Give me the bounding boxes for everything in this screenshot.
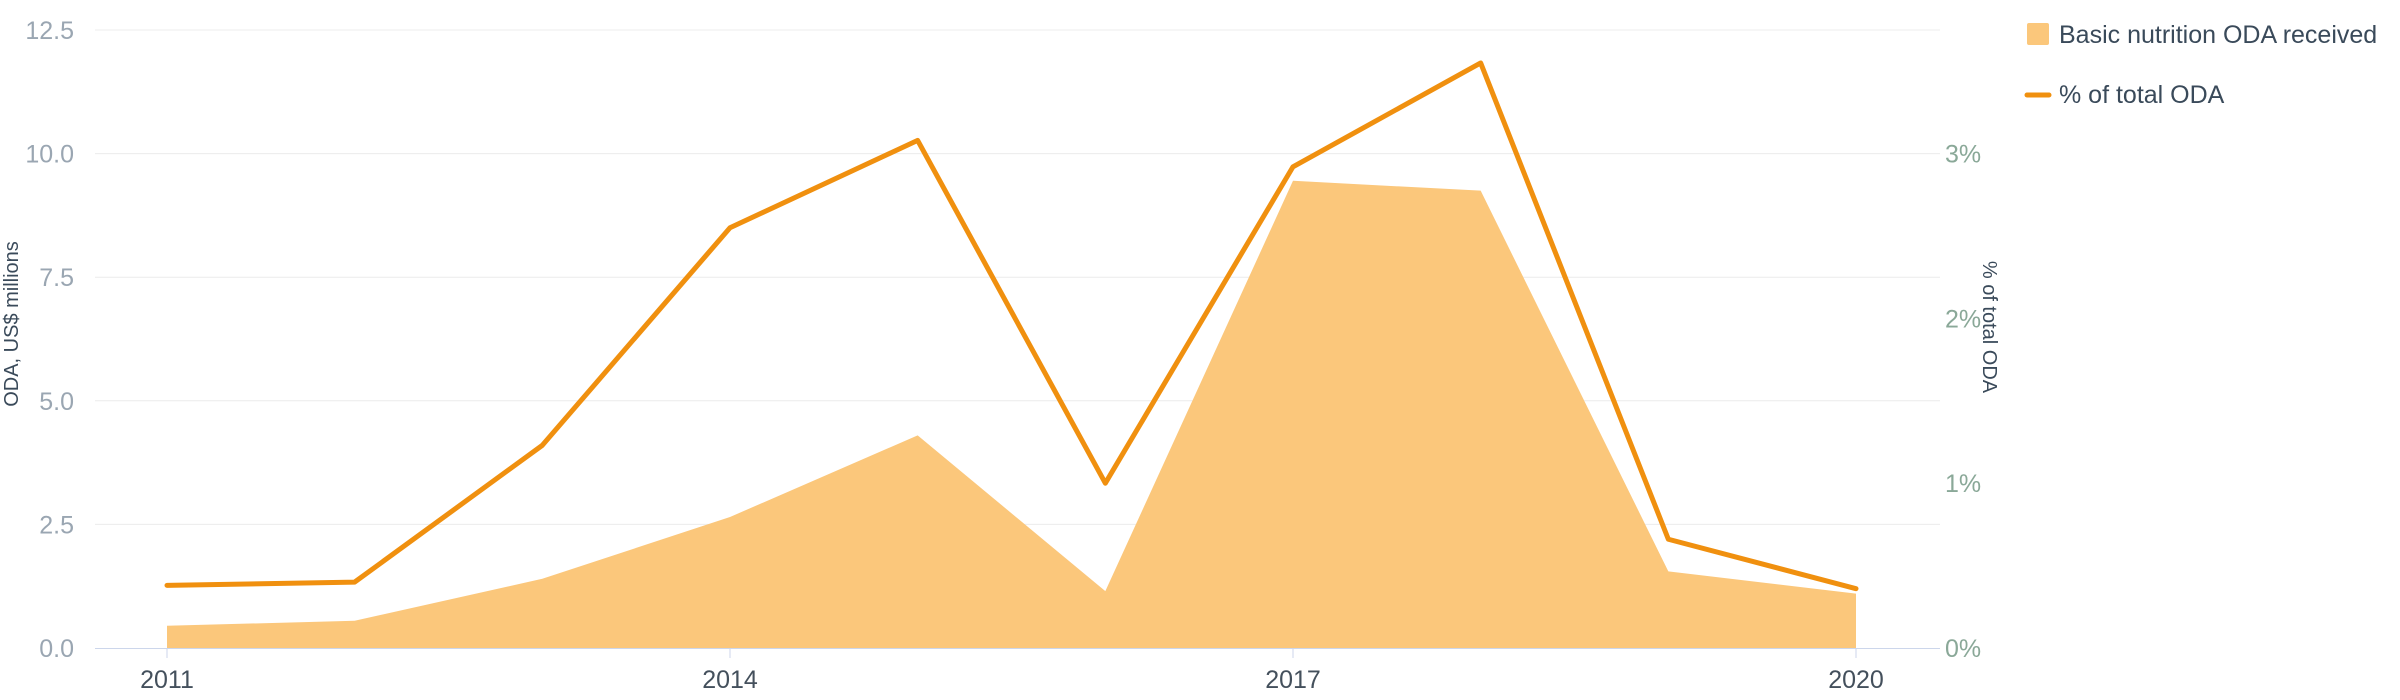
- x-tick-label: 2017: [1265, 666, 1321, 694]
- x-tick-label: 2011: [140, 666, 194, 694]
- line-series: [164, 60, 1859, 592]
- area-basic-nutrition-oda: [167, 180, 1856, 649]
- right-axis-title: % of total ODA: [1978, 261, 2000, 394]
- x-tick-label: 2020: [1828, 666, 1884, 694]
- left-tick-label: 0.0: [39, 635, 74, 663]
- legend: Basic nutrition ODA received % of total …: [2024, 21, 2377, 109]
- x-axis-ticks: 2011 2014 2017 2020: [140, 648, 1884, 694]
- left-axis-ticks: 0.0 2.5 5.0 7.5 10.0 12.5: [25, 17, 74, 663]
- grid-lines: [95, 29, 1940, 525]
- left-tick-label: 10.0: [25, 141, 74, 169]
- right-tick-label: 3%: [1945, 141, 1981, 169]
- legend-label-line: % of total ODA: [2059, 81, 2225, 109]
- right-tick-label: 2%: [1945, 305, 1981, 333]
- area-series: [167, 180, 1856, 649]
- right-tick-label: 1%: [1945, 470, 1981, 498]
- left-tick-label: 5.0: [39, 388, 74, 416]
- legend-item-area[interactable]: Basic nutrition ODA received: [2027, 21, 2377, 49]
- right-axis-ticks: 0% 1% 2% 3%: [1945, 141, 1981, 663]
- legend-swatch-area: [2027, 23, 2049, 45]
- line-pct-total-oda: [164, 60, 1859, 592]
- legend-item-line[interactable]: % of total ODA: [2024, 81, 2225, 109]
- x-tick-label: 2014: [702, 666, 758, 694]
- left-axis-title: ODA, US$ millions: [1, 241, 23, 407]
- left-tick-label: 12.5: [25, 17, 74, 45]
- left-tick-label: 2.5: [39, 511, 74, 539]
- legend-label-area: Basic nutrition ODA received: [2059, 21, 2377, 49]
- left-tick-label: 7.5: [39, 264, 74, 292]
- right-tick-label: 0%: [1945, 635, 1981, 663]
